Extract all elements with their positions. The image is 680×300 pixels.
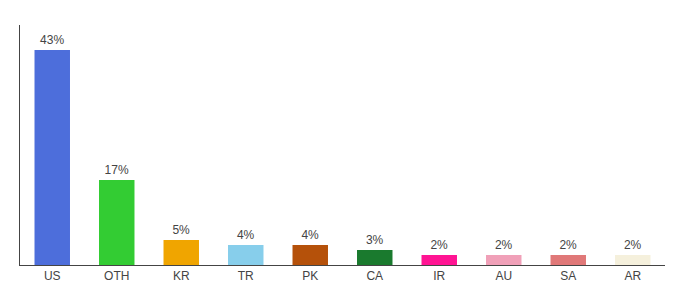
svg-text:4%: 4%	[237, 228, 255, 242]
svg-text:2%: 2%	[430, 238, 448, 252]
svg-text:OTH: OTH	[104, 269, 129, 283]
svg-text:2%: 2%	[495, 238, 513, 252]
svg-text:SA: SA	[560, 269, 576, 283]
svg-text:4%: 4%	[301, 228, 319, 242]
svg-text:IR: IR	[433, 269, 445, 283]
svg-text:AU: AU	[495, 269, 512, 283]
svg-text:TR: TR	[238, 269, 254, 283]
svg-text:US: US	[44, 269, 61, 283]
svg-text:PK: PK	[302, 269, 318, 283]
svg-text:CA: CA	[366, 269, 383, 283]
svg-text:43%: 43%	[40, 33, 64, 47]
svg-text:2%: 2%	[559, 238, 577, 252]
svg-text:2%: 2%	[624, 238, 642, 252]
svg-text:17%: 17%	[105, 163, 129, 177]
svg-text:3%: 3%	[366, 233, 384, 247]
svg-text:AR: AR	[624, 269, 641, 283]
svg-text:KR: KR	[173, 269, 190, 283]
svg-text:5%: 5%	[172, 223, 190, 237]
